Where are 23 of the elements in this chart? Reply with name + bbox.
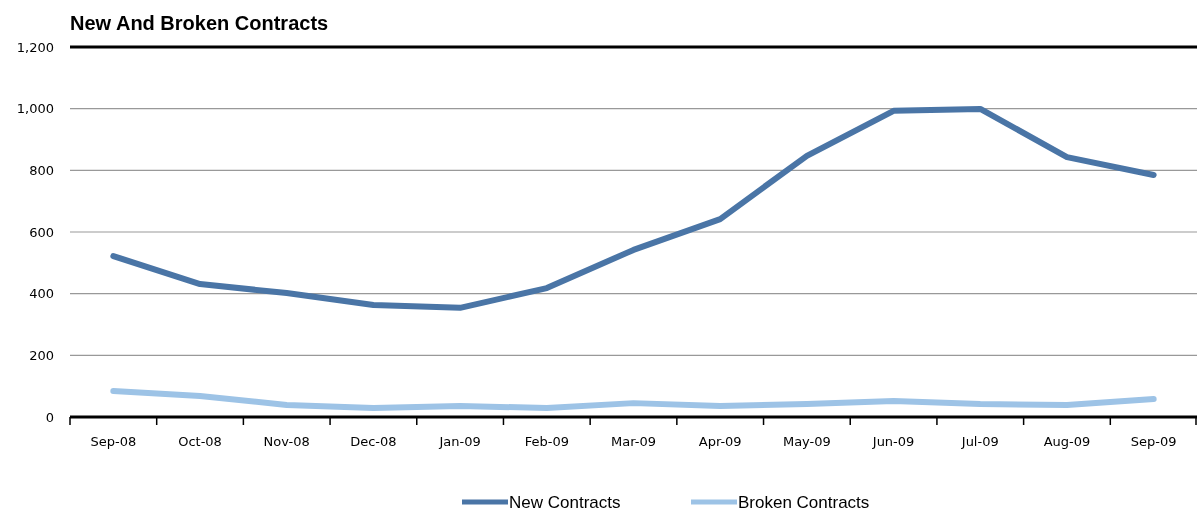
- y-tick-label: 0: [45, 409, 54, 425]
- x-tick-label: Apr-09: [698, 434, 742, 449]
- x-tick-label: Jul-09: [960, 434, 999, 449]
- y-tick-label: 1,000: [16, 101, 54, 117]
- x-tick-label: Aug-09: [1043, 434, 1091, 449]
- y-tick-label: 200: [29, 347, 54, 363]
- x-tick-label: Mar-09: [611, 434, 656, 449]
- y-tick-label: 1,200: [16, 39, 54, 55]
- x-tick-label: Feb-09: [524, 434, 569, 449]
- x-tick-label: Dec-08: [350, 434, 397, 449]
- legend-label: New Contracts: [509, 492, 621, 510]
- x-tick-label: May-09: [782, 434, 831, 449]
- x-tick-label: Sep-08: [90, 434, 137, 449]
- y-tick-label: 800: [29, 162, 54, 178]
- x-tick-label: Sep-09: [1130, 434, 1177, 449]
- chart-title: New And Broken Contracts: [70, 12, 329, 34]
- x-tick-label: Jun-09: [871, 434, 915, 449]
- legend-label: Broken Contracts: [738, 492, 870, 510]
- x-tick-label: Oct-08: [178, 434, 222, 449]
- y-tick-label: 600: [29, 224, 54, 240]
- y-tick-label: 400: [29, 286, 54, 302]
- x-tick-label: Nov-08: [263, 434, 310, 449]
- x-tick-label: Jan-09: [438, 434, 481, 449]
